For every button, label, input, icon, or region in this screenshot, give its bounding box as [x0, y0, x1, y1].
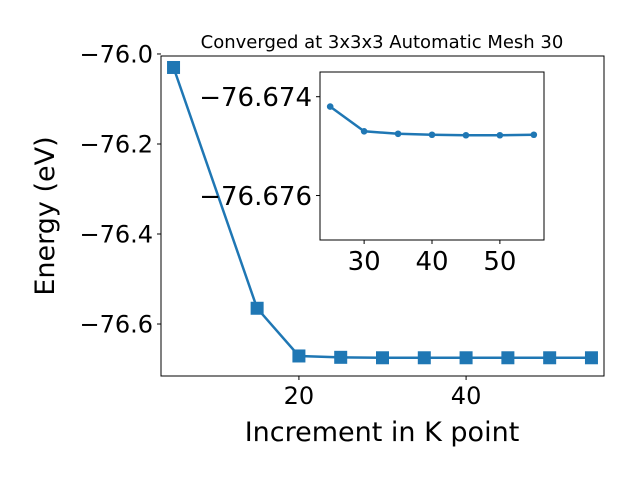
x-axis-label: Increment in K point: [245, 417, 520, 448]
main-data-point: [167, 60, 181, 74]
main-data-point: [292, 349, 306, 363]
main-data-point: [501, 351, 515, 365]
inset-plot-area: 30 40 50 −76.674 −76.676: [199, 71, 545, 277]
inset-y-tick-label: −76.674: [199, 83, 312, 113]
main-y-tick-label: −76.2: [79, 131, 153, 159]
y-axis-label: Energy (eV): [30, 136, 61, 295]
main-data-point: [543, 351, 557, 365]
main-data-point: [417, 351, 431, 365]
inset-x-tick-label: 40: [415, 247, 448, 277]
inset-x-tick-label: 50: [483, 247, 516, 277]
main-data-point: [459, 351, 473, 365]
main-series-line: [172, 67, 592, 360]
main-data-point: [584, 351, 598, 365]
inset-data-point: [326, 103, 334, 110]
main-y-tick-label: −76.0: [79, 41, 153, 69]
main-data-point: [250, 301, 264, 315]
inset-data-point: [530, 131, 538, 139]
main-y-tick-label: −76.4: [79, 221, 153, 249]
inset-y-tick-label: −76.676: [199, 182, 312, 212]
inset-data-point: [428, 131, 436, 139]
inset-frame: [319, 71, 545, 241]
chart-title: Converged at 3x3x3 Automatic Mesh 30: [201, 32, 564, 53]
inset-x-tick-label: 30: [348, 247, 381, 277]
inset-data-point: [394, 130, 402, 138]
main-y-tick-label: −76.6: [79, 311, 153, 339]
main-data-point: [334, 350, 348, 364]
main-x-tick-label: 20: [284, 382, 315, 410]
main-data-point: [376, 351, 389, 365]
inset-data-point: [360, 127, 368, 135]
inset-data-point: [496, 131, 504, 139]
main-x-tick-label: 40: [451, 382, 482, 410]
inset-data-point: [462, 131, 470, 139]
